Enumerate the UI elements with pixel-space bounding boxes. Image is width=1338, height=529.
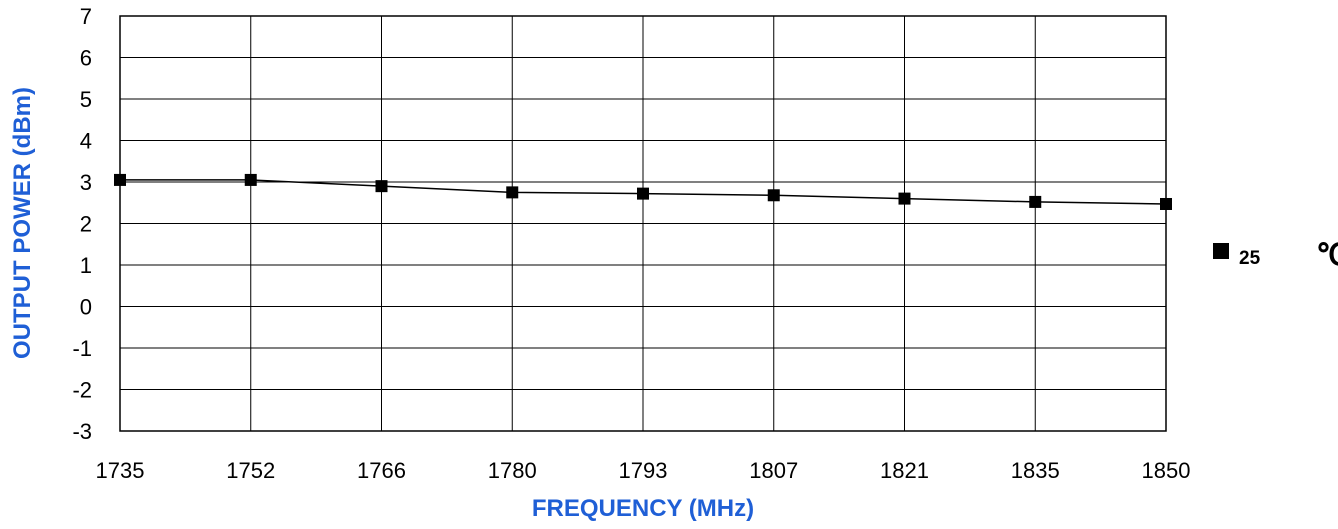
- y-tick-label: 7: [80, 4, 92, 29]
- legend-label-unit: ℃: [1316, 239, 1338, 272]
- data-point-marker: [506, 186, 519, 199]
- data-point-marker: [767, 189, 780, 202]
- data-point-marker: [1029, 195, 1042, 208]
- data-point-marker: [244, 173, 257, 186]
- data-point-marker: [375, 180, 388, 193]
- data-point-marker: [637, 187, 649, 200]
- data-point-marker: [898, 192, 911, 205]
- y-tick-label: 6: [80, 46, 92, 71]
- x-axis-title: FREQUENCY (MHz): [532, 495, 754, 522]
- legend-marker-square: [1213, 243, 1229, 259]
- x-axis-tick-labels: 1735 1752 1766 1780 1793 1807 1821 1835 1850: [96, 458, 1191, 483]
- legend-label-value: 25: [1239, 248, 1261, 269]
- data-series: [114, 173, 1172, 210]
- y-tick-label: 0: [80, 295, 92, 320]
- grid-lines: [119, 15, 1167, 432]
- y-tick-label: 4: [80, 129, 92, 154]
- data-point-marker: [1160, 197, 1172, 210]
- x-tick-label: 1766: [357, 458, 406, 483]
- legend: 25 ℃: [1213, 239, 1338, 272]
- y-tick-label: -2: [72, 378, 92, 403]
- y-tick-label: -1: [72, 336, 92, 361]
- y-tick-label: 3: [80, 170, 92, 195]
- y-tick-label: -3: [72, 419, 92, 444]
- data-point-marker: [114, 173, 126, 186]
- x-tick-label: 1752: [226, 458, 275, 483]
- x-tick-label: 1793: [619, 458, 668, 483]
- x-tick-label: 1821: [880, 458, 929, 483]
- x-tick-label: 1735: [96, 458, 145, 483]
- y-tick-label: 1: [80, 253, 92, 278]
- x-tick-label: 1780: [488, 458, 537, 483]
- y-axis-tick-labels: -3 -2 -1 0 1 2 3 4 5 6 7: [72, 4, 92, 444]
- x-tick-label: 1850: [1142, 458, 1191, 483]
- y-axis-title: OUTPUT POWER (dBm): [9, 87, 36, 359]
- x-tick-label: 1835: [1011, 458, 1060, 483]
- x-tick-label: 1807: [749, 458, 798, 483]
- plot-area-frame: [119, 15, 1167, 432]
- y-tick-label: 2: [80, 212, 92, 237]
- y-tick-label: 5: [80, 87, 92, 112]
